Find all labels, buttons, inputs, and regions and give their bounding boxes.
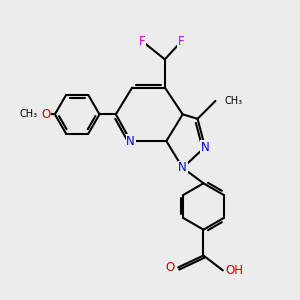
Text: OH: OH bbox=[225, 264, 243, 277]
Text: N: N bbox=[126, 135, 135, 148]
Text: O: O bbox=[165, 261, 175, 274]
Text: N: N bbox=[201, 140, 209, 154]
Text: F: F bbox=[178, 35, 184, 48]
Text: O: O bbox=[41, 108, 51, 121]
Text: N: N bbox=[178, 161, 187, 174]
Text: CH₃: CH₃ bbox=[224, 96, 242, 106]
Text: CH₃: CH₃ bbox=[20, 109, 38, 119]
Text: F: F bbox=[139, 35, 146, 48]
